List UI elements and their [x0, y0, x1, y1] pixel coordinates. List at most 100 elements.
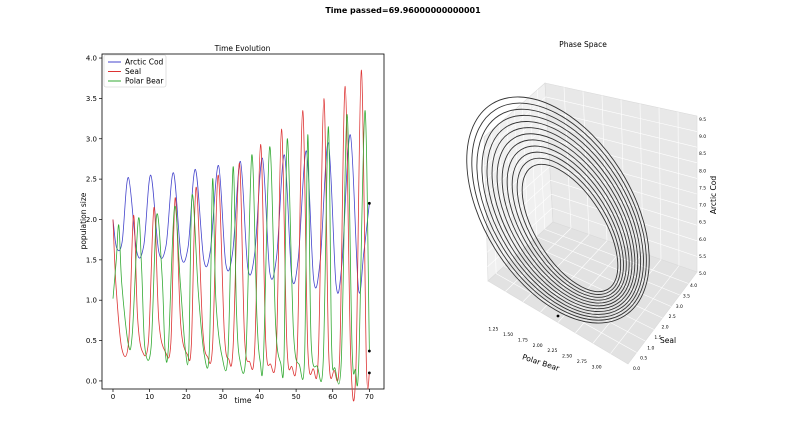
- grid-line: [563, 87, 572, 229]
- seal-tick-label: 1.5: [654, 335, 661, 341]
- arctic-cod-tick-label: 8.0: [699, 168, 706, 174]
- trajectory-orbit: [506, 145, 627, 301]
- grid-line: [486, 166, 551, 224]
- arctic-cod-tick-label: 6.5: [699, 220, 706, 226]
- series-line-seal: [112, 69, 370, 402]
- trajectory-orbit: [466, 96, 650, 324]
- y-ticks: 0.0 0.5 1.0 1.5 2.0 2.5 3.0 3.5 4.0: [86, 55, 102, 385]
- y-tick-label: 0.0: [86, 377, 97, 385]
- grid-line: [484, 96, 546, 152]
- seal-tick-label: 0.5: [640, 356, 647, 362]
- seal-tick-label: 4.0: [690, 283, 697, 289]
- polar-bear-tick-label: 2.25: [547, 348, 557, 354]
- arctic-cod-tick-label: 9.0: [699, 134, 706, 140]
- grid-line: [677, 111, 680, 266]
- x-tick-label: 50: [292, 393, 301, 401]
- figure-suptitle: Time passed=69.96000000000001: [325, 6, 481, 15]
- legend-entry: Polar Bear: [125, 77, 164, 86]
- phase-trajectory: [466, 96, 650, 324]
- polar-bear-tick-label: 1.25: [488, 327, 498, 333]
- grid-line: [544, 229, 689, 284]
- trajectory-orbit: [496, 133, 633, 307]
- trajectory-orbit: [486, 121, 639, 313]
- y-axis-label: population size: [79, 192, 88, 249]
- legend-entry: Arctic Cod: [125, 58, 164, 67]
- grid-line: [536, 236, 680, 296]
- grid-line: [610, 265, 680, 354]
- grid-line: [485, 138, 549, 195]
- end-markers: [367, 201, 371, 375]
- grid-line: [484, 110, 547, 167]
- arctic-cod-tick-label: 9.5: [699, 117, 706, 123]
- axis-ticks-3d: 1.251.501.752.002.252.502.753.00 0.00.51.…: [488, 117, 706, 372]
- legend-box: [103, 54, 167, 88]
- seal-tick-label: 3.5: [683, 293, 690, 299]
- grid-line: [592, 259, 662, 344]
- seal-tick-label: 2.5: [669, 314, 676, 320]
- trajectory-orbit: [521, 163, 619, 293]
- arctic-cod-tick-label: 7.0: [699, 203, 706, 209]
- seal-tick-label: 2.0: [662, 325, 669, 331]
- trajectory-orbit: [471, 102, 647, 321]
- trajectory-orbit: [476, 108, 644, 318]
- polar-bear-tick-label: 3.00: [592, 364, 602, 370]
- time-evolution-axes: Time Evolution 0 10 20 30 40 50 60 70 0.0 0.5 1.0…: [79, 44, 385, 405]
- arctic-cod-tick-label: 7.5: [699, 185, 706, 191]
- trajectory-orbit: [516, 157, 622, 295]
- y-tick-label: 4.0: [86, 55, 97, 63]
- grid-line: [658, 107, 662, 260]
- arctic-cod-tick-label: 6.0: [699, 237, 706, 243]
- series-line-polar-bear: [112, 110, 370, 387]
- grid-line: [487, 207, 553, 267]
- y-tick-label: 2.5: [86, 176, 97, 184]
- polar-bear-tick-label: 1.75: [518, 337, 528, 343]
- y-tick-label: 1.5: [86, 256, 97, 264]
- time-evolution-title: Time Evolution: [214, 44, 271, 53]
- trajectory-orbit: [491, 127, 636, 310]
- trajectory-end-point: [556, 314, 560, 318]
- x-tick-label: 40: [255, 393, 264, 401]
- legend-entry: Seal: [125, 67, 141, 76]
- phase-space-title: Phase Space: [559, 40, 607, 49]
- x-tick-label: 30: [218, 393, 227, 401]
- polar-bear-tick-label: 2.50: [562, 354, 572, 360]
- trajectory-orbit: [501, 139, 630, 304]
- x-tick-label: 0: [111, 393, 115, 401]
- end-marker: [367, 349, 371, 353]
- arctic-cod-axis-label: Arctic Cod: [709, 176, 718, 215]
- y-tick-label: 0.5: [86, 337, 97, 345]
- x-tick-label: 70: [365, 393, 374, 401]
- polar-bear-tick-label: 2.00: [533, 343, 543, 349]
- grid-line: [486, 193, 552, 253]
- seal-tick-label: 1.0: [647, 345, 654, 351]
- x-ticks: 0 10 20 30 40 50 60 70: [111, 389, 374, 401]
- polar-bear-tick-label: 2.75: [577, 359, 587, 365]
- polar-bear-tick-label: 1.50: [503, 332, 513, 338]
- trajectory-orbit: [481, 114, 642, 315]
- arctic-cod-tick-label: 8.5: [699, 151, 706, 157]
- time-evolution-frame: [101, 53, 385, 390]
- arctic-cod-tick-label: 5.5: [699, 254, 706, 260]
- seal-tick-label: 0.0: [633, 366, 640, 372]
- phase-space-axes: Phase Space 1.25 1.50 1.75 2.00 2.25 2.50 2.75…: [466, 40, 718, 373]
- x-tick-label: 60: [328, 393, 337, 401]
- arctic-cod-tick-label: 5.0: [699, 271, 706, 277]
- seal-axis-label: Seal: [660, 336, 676, 345]
- trajectory-orbit: [511, 151, 624, 298]
- y-tick-label: 3.0: [86, 135, 97, 143]
- x-axis-label: time: [235, 396, 252, 405]
- grid-line: [486, 180, 551, 239]
- series-lines: [112, 69, 370, 402]
- x-tick-label: 10: [145, 393, 154, 401]
- y-tick-label: 1.0: [86, 297, 97, 305]
- grid-line: [528, 243, 672, 307]
- end-marker: [367, 201, 371, 205]
- y-tick-label: 2.0: [86, 216, 97, 224]
- end-marker: [367, 371, 371, 375]
- y-tick-label: 3.5: [86, 95, 97, 103]
- polar-bear-axis-label: Polar Bear: [521, 352, 561, 373]
- x-tick-label: 20: [182, 393, 191, 401]
- seal-tick-label: 3.0: [676, 304, 683, 310]
